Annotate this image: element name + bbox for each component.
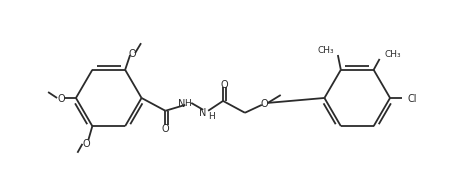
Text: H: H xyxy=(184,99,191,108)
Text: O: O xyxy=(57,94,65,104)
Text: CH₃: CH₃ xyxy=(317,46,334,55)
Text: CH₃: CH₃ xyxy=(385,50,401,59)
Text: O: O xyxy=(128,49,136,59)
Text: O: O xyxy=(261,99,269,109)
Text: N: N xyxy=(178,99,185,109)
Text: N: N xyxy=(200,108,207,118)
Text: O: O xyxy=(82,139,90,149)
Text: O: O xyxy=(162,123,169,134)
Text: O: O xyxy=(220,80,228,90)
Text: Cl: Cl xyxy=(408,94,418,104)
Text: H: H xyxy=(208,112,214,121)
